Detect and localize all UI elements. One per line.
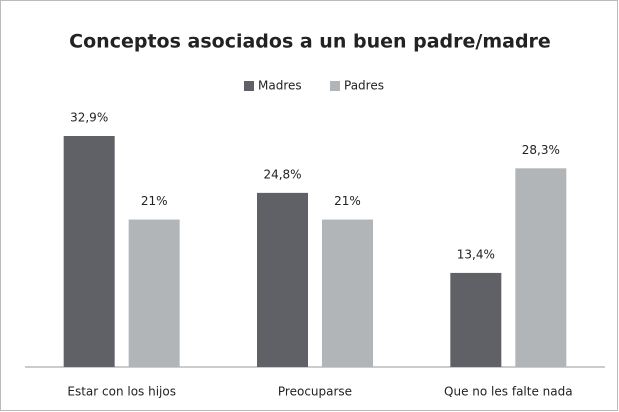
bar	[63, 136, 115, 367]
legend-swatch	[330, 81, 340, 91]
bar	[128, 219, 180, 367]
value-label: 28,3%	[522, 143, 560, 157]
x-tick-label: Que no les falte nada	[444, 385, 573, 399]
value-label: 24,8%	[263, 167, 301, 181]
chart-title: Conceptos asociados a un buen padre/madr…	[69, 31, 551, 53]
legend-label: Padres	[344, 79, 384, 93]
value-label: 32,9%	[70, 111, 108, 125]
x-tick-label: Preocuparse	[278, 385, 352, 399]
x-tick-label: Estar con los hijos	[67, 385, 176, 399]
value-label: 13,4%	[457, 247, 495, 261]
bar	[515, 168, 567, 367]
value-label: 21%	[141, 194, 168, 208]
legend-swatch	[244, 81, 254, 91]
legend-label: Madres	[258, 79, 302, 93]
value-label: 21%	[334, 194, 361, 208]
bar	[257, 192, 308, 367]
bar	[450, 272, 502, 367]
bar	[322, 219, 373, 367]
